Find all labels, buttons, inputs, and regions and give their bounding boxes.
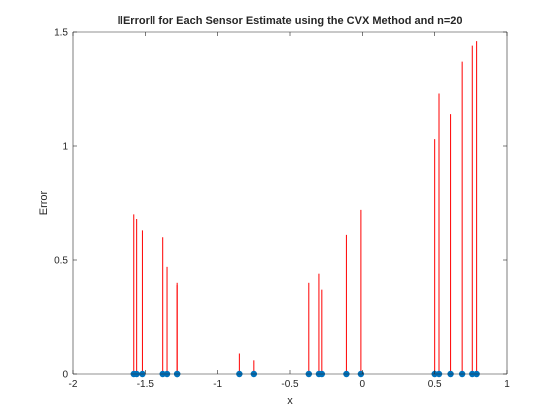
x-axis-label: x [287, 395, 293, 407]
plot-area [73, 32, 507, 374]
y-tick-label: 0 [62, 370, 68, 381]
y-axis-label: Error [38, 190, 50, 215]
x-tick-label: -2 [69, 379, 78, 390]
x-tick-label: 0.5 [428, 379, 442, 390]
stems-layer [133, 41, 478, 374]
axes-layer: -2 -1.5 -1 -0.5 0 0.5 1 0 0.5 1 1.5 [54, 28, 510, 391]
x-tick-label: -1 [213, 379, 222, 390]
x-tick-label: -1.5 [137, 379, 155, 390]
y-tick-label: 1.5 [54, 28, 68, 39]
x-tick-label: 1 [504, 379, 510, 390]
x-tick-label: 0 [360, 379, 366, 390]
chart-title: ‖Error‖ for Each Sensor Estimate using t… [118, 15, 463, 27]
y-tick-label: 0.5 [54, 256, 68, 267]
y-tick-label: 1 [62, 142, 68, 153]
x-tick-label: -0.5 [281, 379, 299, 390]
